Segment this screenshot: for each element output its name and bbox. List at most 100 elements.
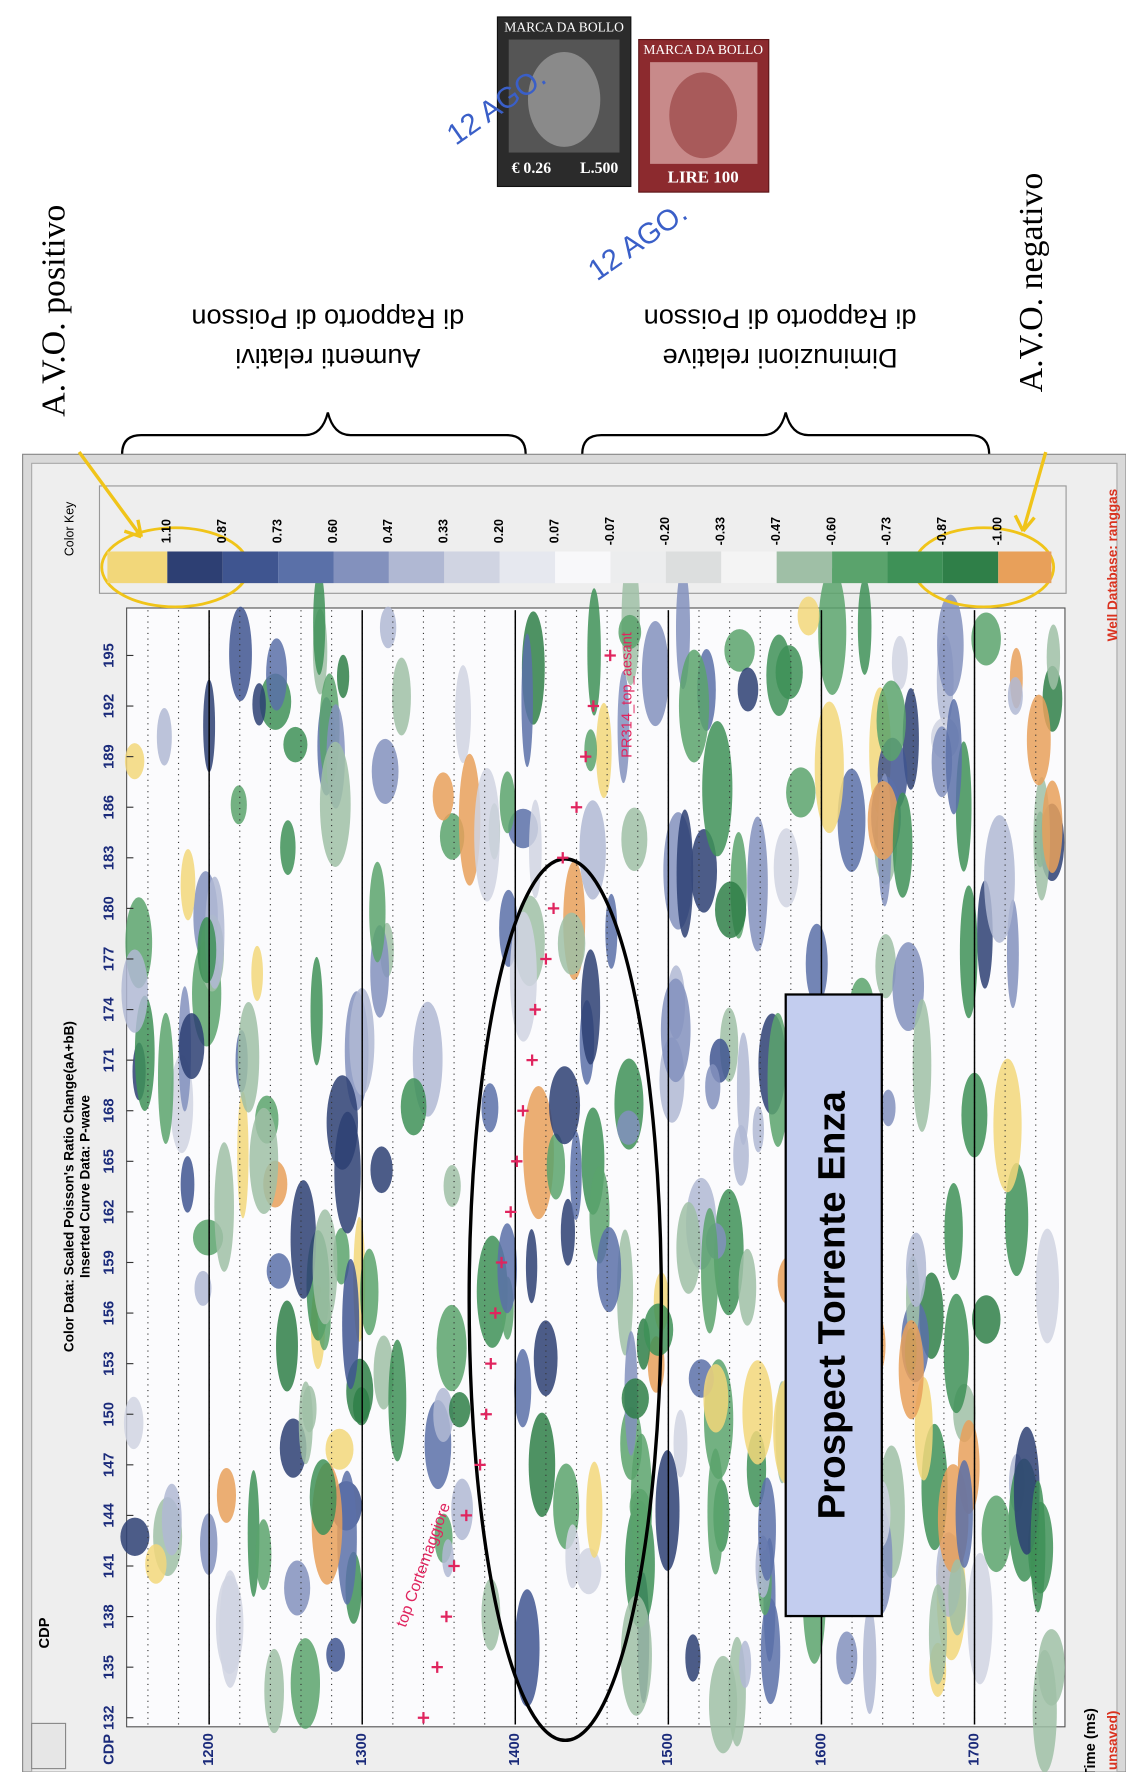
seismic-event [219, 1570, 240, 1688]
header-line: Color Data: Scaled Poisson's Ratio Chang… [62, 1021, 77, 1352]
seismic-event [372, 739, 399, 804]
seismic-event [549, 1066, 580, 1144]
time-tick-label: 1300 [354, 1733, 370, 1766]
seismic-event [558, 913, 585, 975]
cdp-tick-label: 141 [102, 1554, 118, 1579]
seismic-event [581, 949, 600, 1064]
color-key-label: 0.07 [547, 519, 561, 543]
stamp-head [669, 72, 737, 158]
seismic-event [500, 771, 515, 833]
stamp-head [528, 52, 600, 147]
seismic-event [252, 683, 266, 726]
seismic-event [948, 1559, 966, 1635]
page: MARCA DA BOLLO € 0.26 L.500 MARCA DA BOL… [0, 0, 1126, 1772]
seismic-event [526, 1229, 537, 1303]
seismic-event [971, 613, 1001, 666]
seismic-event [280, 820, 295, 875]
seismic-event [899, 1320, 924, 1419]
color-key-label: -0.73 [880, 517, 894, 545]
color-key-title: Color Key [62, 501, 76, 556]
seismic-event [677, 810, 694, 938]
seismic-event [776, 645, 803, 699]
seismic-event [944, 1294, 969, 1413]
seismic-event [1036, 1229, 1059, 1344]
seismic-event [984, 815, 1015, 943]
seismic-event [724, 629, 754, 672]
seismic-event [570, 1131, 582, 1220]
cdp-tick-label: 156 [102, 1301, 118, 1326]
seismic-event [709, 1656, 737, 1753]
stamp-value: € 0.26 [512, 160, 552, 177]
seismic-event [325, 1429, 353, 1470]
seismic-event [197, 917, 216, 983]
seismic-event [474, 768, 500, 902]
cdp-tick-label: 195 [102, 643, 118, 668]
seismic-event [1031, 1481, 1046, 1613]
color-key-swatch [278, 551, 333, 583]
seismic-event [238, 1002, 259, 1113]
seismic-event [401, 1078, 427, 1135]
toolbar-label: CDP [37, 1617, 53, 1648]
seismic-event [251, 946, 263, 1001]
seismic-event [124, 1397, 143, 1449]
decrease-line: Diminuzioni relative [663, 343, 898, 374]
increase-line: Aumenti relativi [235, 343, 420, 374]
color-key-label: 0.73 [270, 519, 284, 543]
seismic-event [806, 924, 828, 1004]
seismic-event [655, 1450, 679, 1571]
cdp-tick-label: 162 [102, 1200, 118, 1225]
seismic-event [956, 1460, 973, 1568]
seismic-event [661, 978, 691, 1082]
seismic-event [685, 1634, 700, 1681]
seismic-event [836, 1632, 857, 1685]
seismic-event [370, 1146, 392, 1193]
color-key-swatch [777, 551, 832, 583]
seismic-event [913, 999, 932, 1132]
seismic-event [944, 1183, 962, 1280]
cdp-tick-label: 180 [102, 896, 118, 921]
color-key-label: -0.60 [824, 517, 838, 545]
color-key-swatch [444, 551, 499, 583]
color-key-label: -0.20 [658, 517, 672, 545]
seismic-event [738, 667, 759, 711]
color-key-swatch [832, 551, 887, 583]
cdp-tick-label: 186 [102, 795, 118, 820]
well-database: Well Database: ranggas [1105, 489, 1120, 642]
seismic-event [982, 1495, 1011, 1572]
seismic-event [320, 742, 351, 867]
cdp-tick-label: 177 [102, 947, 118, 972]
seismic-event [630, 1489, 650, 1524]
seismic-event [158, 1013, 174, 1144]
seismic-event [433, 772, 454, 820]
seismic-event [181, 849, 196, 920]
seismic-event [264, 1649, 284, 1733]
avo-negative: A.V.O. negativo [1013, 173, 1050, 393]
toolbar-button[interactable] [32, 1723, 66, 1768]
seismic-event [388, 1340, 406, 1462]
seismic-event [256, 1519, 272, 1590]
color-key-swatch [500, 551, 555, 583]
color-key-swatch [167, 551, 222, 583]
seismic-event [311, 957, 323, 1066]
cdp-tick-label: 159 [102, 1250, 118, 1275]
cdp-tick-label: 189 [102, 744, 118, 769]
seismic-event [299, 1381, 313, 1464]
seismic-event [179, 1013, 204, 1079]
seismic-event [946, 699, 962, 814]
seismic-event [774, 828, 799, 907]
seismic-event [579, 800, 605, 899]
seismic-event [529, 1413, 556, 1517]
color-key-label: -1.00 [991, 517, 1005, 545]
seismic-event [747, 816, 768, 951]
cdp-tick-label: 174 [102, 996, 118, 1021]
color-key-swatch [389, 551, 444, 583]
seismic-event [815, 701, 844, 833]
color-key-swatch [555, 551, 610, 583]
time-tick-label: 1600 [813, 1733, 829, 1766]
seismic-event [798, 597, 820, 636]
color-key-swatch [666, 551, 721, 583]
seismic-event [705, 1064, 720, 1109]
stamp-value: LIRE 100 [668, 167, 739, 186]
seismic-event [584, 729, 597, 771]
seismic-event [217, 1468, 236, 1523]
